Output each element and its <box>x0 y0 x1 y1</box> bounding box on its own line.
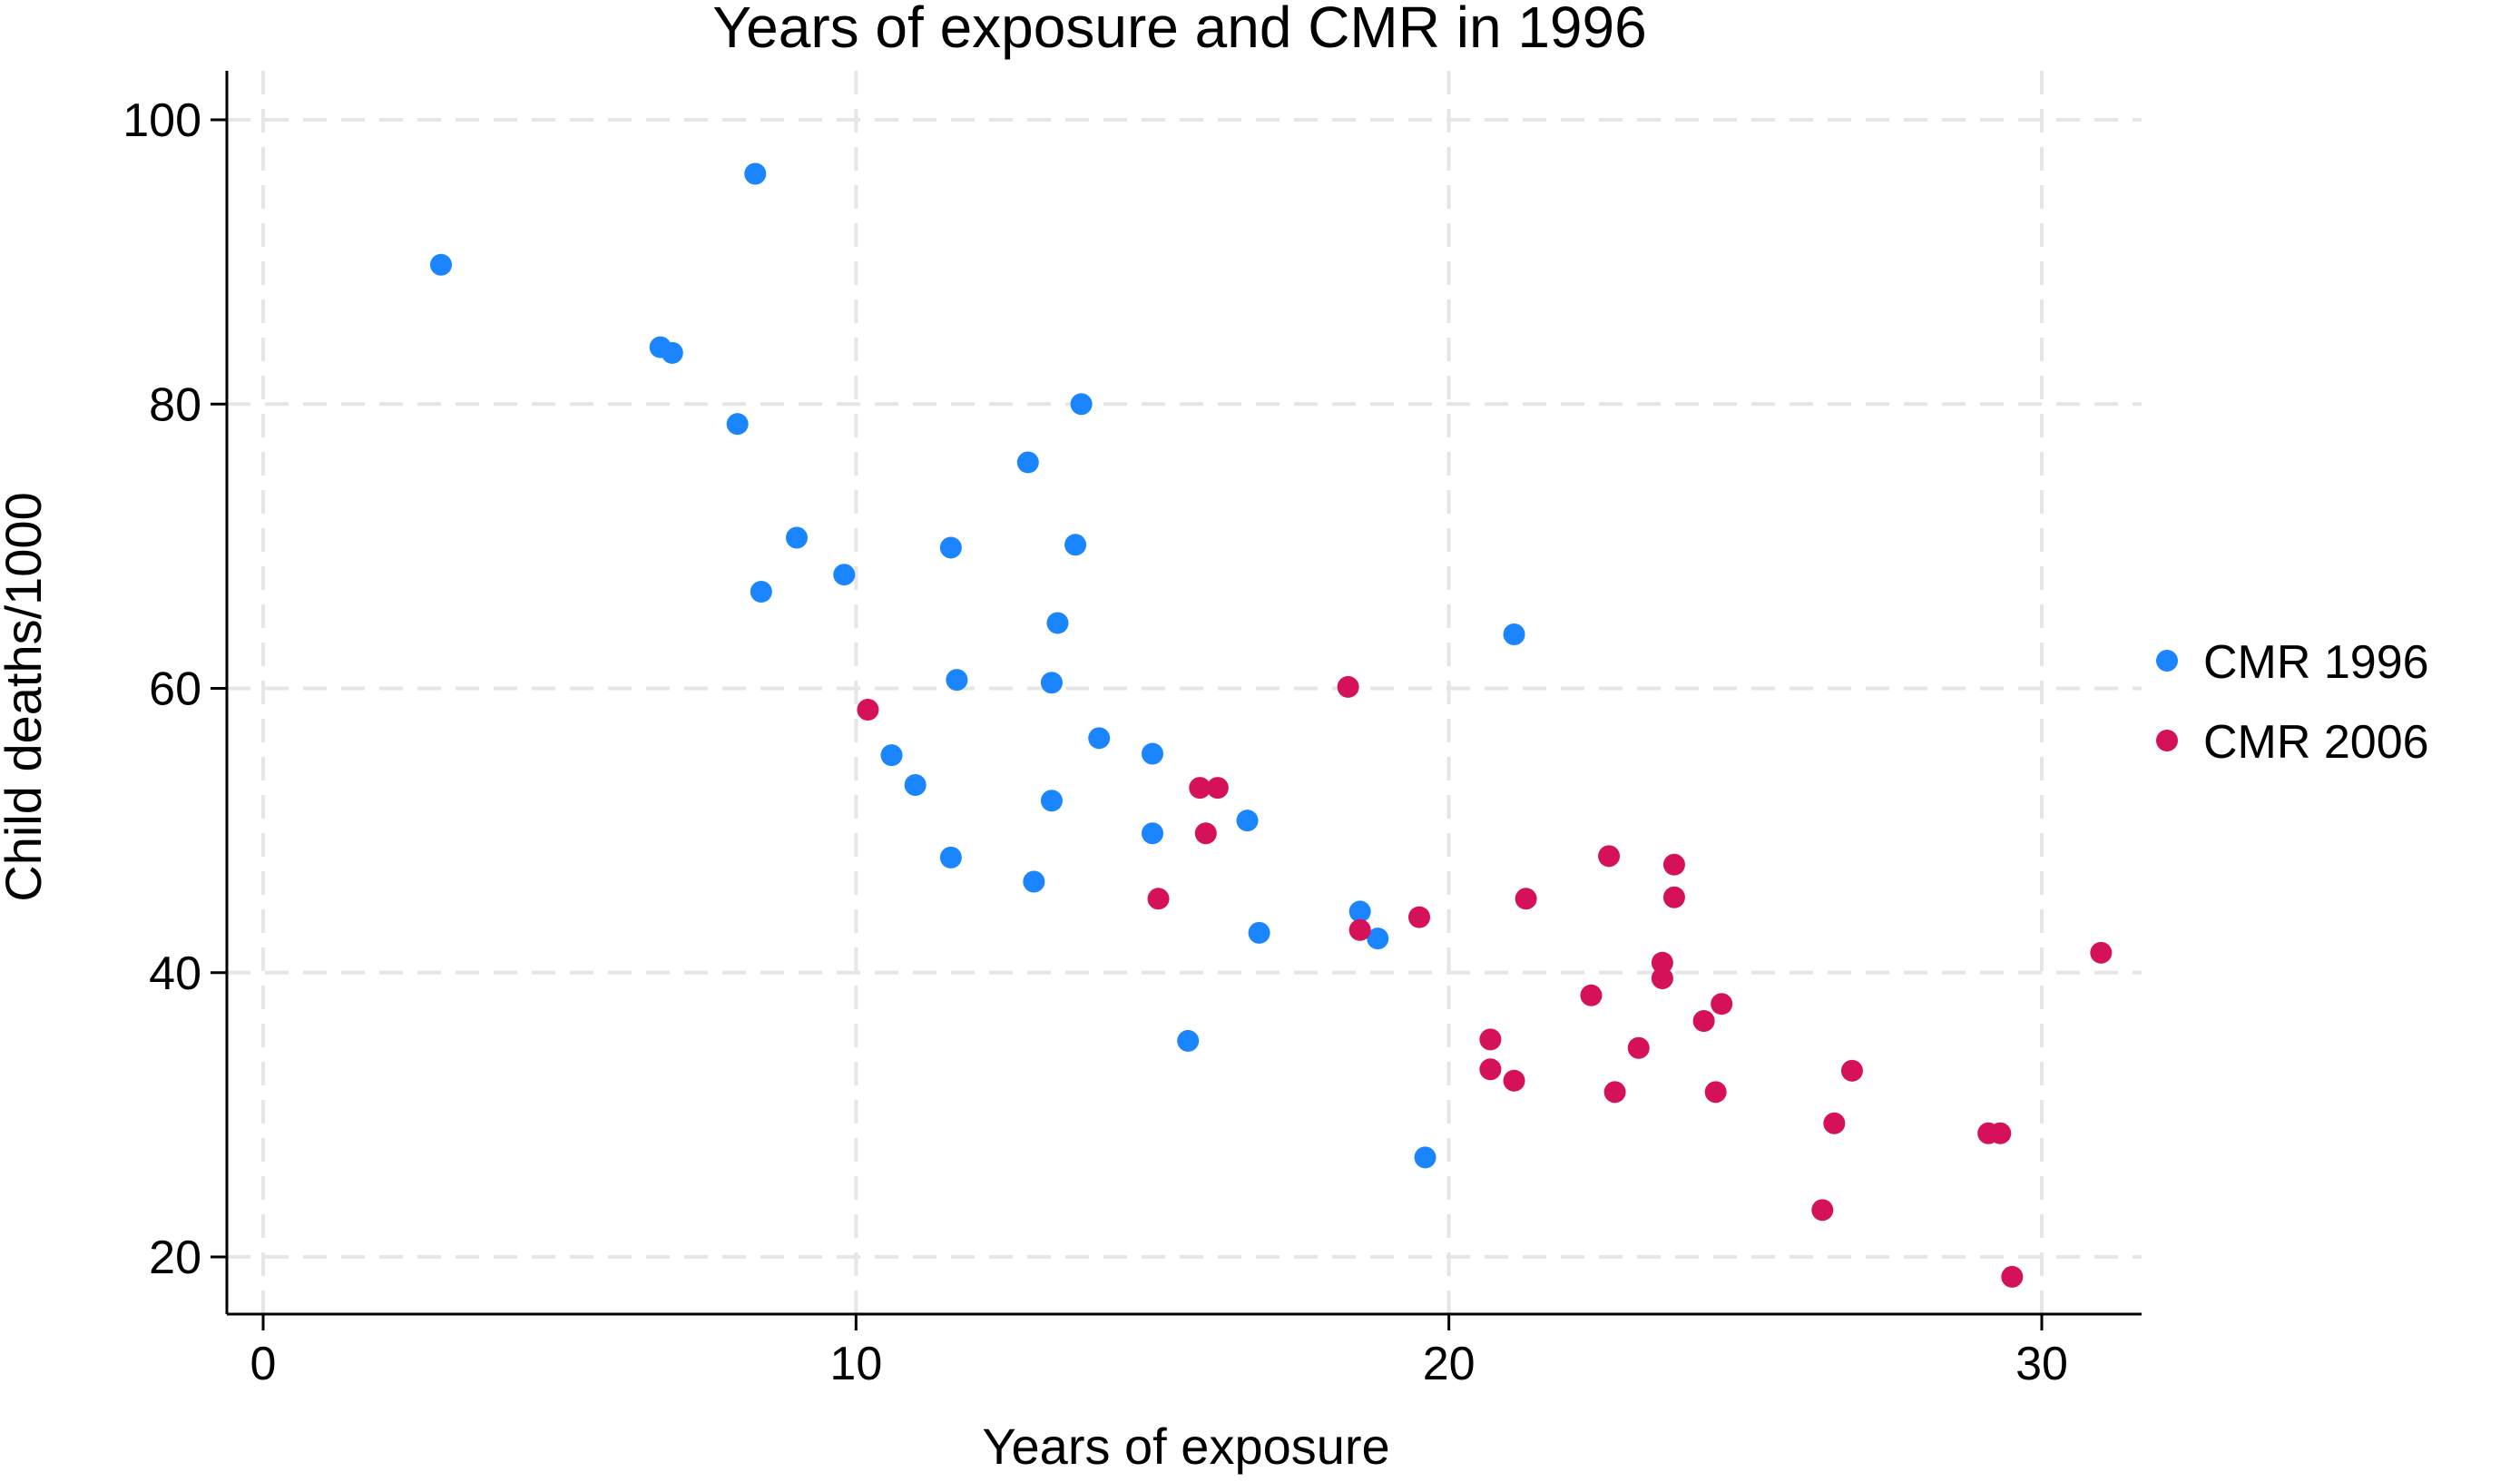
x-tick-label: 10 <box>829 1338 882 1390</box>
point-cmr-2006 <box>1989 1122 2012 1144</box>
point-cmr-1996 <box>1142 822 1163 845</box>
axes <box>225 71 2142 1316</box>
point-cmr-1996 <box>750 580 772 603</box>
point-cmr-2006 <box>1823 1112 1846 1134</box>
y-axis-title: Child deaths/1000 <box>0 492 52 901</box>
point-cmr-2006 <box>1147 888 1170 910</box>
data-points <box>430 162 2113 1288</box>
point-cmr-1996 <box>744 162 767 185</box>
point-cmr-1996 <box>1142 742 1163 765</box>
x-tick-label: 0 <box>250 1338 277 1390</box>
point-cmr-1996 <box>1236 810 1259 832</box>
point-cmr-1996 <box>880 744 903 767</box>
point-cmr-2006 <box>1598 845 1621 868</box>
point-cmr-2006 <box>1662 853 1685 876</box>
point-cmr-2006 <box>1503 1069 1525 1092</box>
ticks: 20 40 60 80 100 0 10 20 30 <box>123 94 2068 1390</box>
point-cmr-2006 <box>1603 1081 1626 1104</box>
legend: CMR 1996 CMR 2006 <box>2156 636 2429 769</box>
legend-marker-cmr-2006 <box>2156 730 2178 751</box>
point-cmr-2006 <box>1515 888 1537 910</box>
point-cmr-1996 <box>1064 534 1087 556</box>
point-cmr-1996 <box>1367 927 1389 950</box>
point-cmr-2006 <box>1662 886 1685 908</box>
point-cmr-2006 <box>1711 993 1733 1016</box>
y-tick-label: 80 <box>149 378 201 431</box>
point-cmr-2006 <box>1348 918 1371 941</box>
point-cmr-1996 <box>1414 1146 1436 1169</box>
point-cmr-1996 <box>726 413 749 436</box>
point-cmr-1996 <box>1248 921 1270 944</box>
point-cmr-2006 <box>1811 1199 1834 1222</box>
gridlines <box>227 71 2142 1314</box>
point-cmr-1996 <box>786 526 808 549</box>
point-cmr-2006 <box>1580 984 1603 1006</box>
point-cmr-1996 <box>661 341 683 364</box>
y-tick-label: 40 <box>149 947 201 1000</box>
chart-title: Years of exposure and CMR in 1996 <box>712 0 1646 60</box>
point-cmr-1996 <box>430 253 452 276</box>
point-cmr-1996 <box>1503 623 1525 645</box>
point-cmr-1996 <box>1348 900 1371 923</box>
point-cmr-1996 <box>1040 672 1063 694</box>
point-cmr-2006 <box>857 698 879 721</box>
point-cmr-2006 <box>1651 951 1673 974</box>
point-cmr-1996 <box>1046 612 1069 634</box>
y-tick-label: 100 <box>123 94 201 147</box>
point-cmr-1996 <box>939 846 962 869</box>
point-cmr-1996 <box>939 536 962 559</box>
point-cmr-2006 <box>1840 1059 1863 1082</box>
point-cmr-2006 <box>1194 822 1217 845</box>
x-tick-label: 30 <box>2015 1338 2068 1390</box>
point-cmr-2006 <box>1337 675 1359 698</box>
point-cmr-1996 <box>946 669 968 692</box>
legend-label-cmr-2006: CMR 2006 <box>2203 716 2429 769</box>
point-cmr-1996 <box>904 774 927 797</box>
point-cmr-2006 <box>2090 941 2113 964</box>
point-cmr-2006 <box>1627 1036 1650 1059</box>
x-tick-label: 20 <box>1423 1338 1476 1390</box>
y-tick-label: 60 <box>149 663 201 716</box>
point-cmr-1996 <box>1088 727 1111 750</box>
legend-marker-cmr-1996 <box>2156 650 2178 672</box>
point-cmr-2006 <box>1692 1010 1715 1033</box>
point-cmr-2006 <box>1408 906 1430 928</box>
point-cmr-2006 <box>1704 1081 1727 1104</box>
point-cmr-2006 <box>2001 1265 2024 1288</box>
point-cmr-1996 <box>1177 1029 1200 1052</box>
point-cmr-2006 <box>1479 1058 1502 1081</box>
point-cmr-1996 <box>1070 393 1093 416</box>
x-axis-title: Years of exposure <box>982 1418 1389 1475</box>
point-cmr-1996 <box>1023 870 1045 893</box>
point-cmr-2006 <box>1206 777 1229 800</box>
point-cmr-2006 <box>1189 777 1211 800</box>
legend-label-cmr-1996: CMR 1996 <box>2203 636 2429 689</box>
point-cmr-2006 <box>1651 967 1673 990</box>
point-cmr-1996 <box>833 564 856 586</box>
y-tick-label: 20 <box>149 1232 201 1284</box>
point-cmr-1996 <box>1040 790 1063 812</box>
point-cmr-2006 <box>1479 1028 1502 1051</box>
point-cmr-1996 <box>1016 451 1039 474</box>
